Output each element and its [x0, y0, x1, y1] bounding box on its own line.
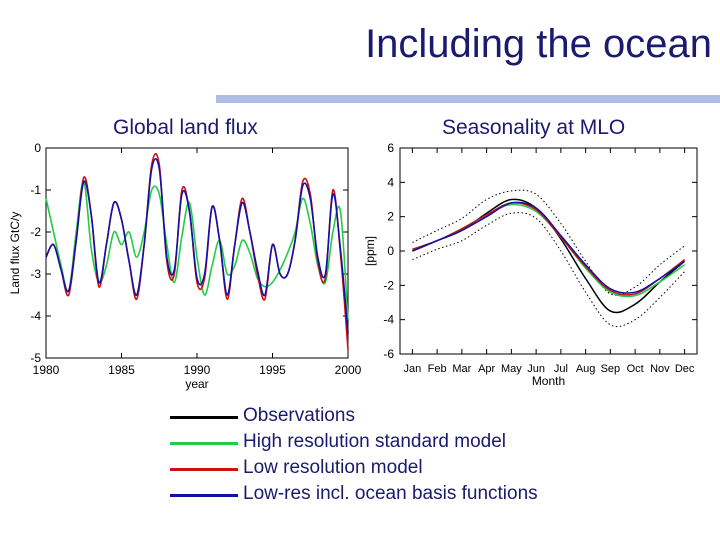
mlo-seasonality-chart: 6 4 2 0 -2 -4 -6 Jan Feb Mar Apr May Jun Jul Aug Sep Oct…	[363, 141, 698, 388]
mlo-y-tick-label: -2	[383, 278, 394, 292]
legend-swatch-low-res	[170, 468, 238, 471]
mlo-x-tick-label: Oct	[627, 363, 644, 375]
slide-title: Including the ocean	[365, 22, 712, 66]
land-x-tick-label: 1990	[184, 363, 211, 377]
land-y-tick-label: -1	[30, 183, 41, 197]
mlo-envelope-upper	[412, 189, 685, 296]
mlo-y-tick-label: 6	[387, 141, 394, 155]
land-series-line	[45, 180, 349, 321]
land-x-tick-label: 1980	[33, 363, 60, 377]
land-x-tick-label: 1995	[259, 363, 286, 377]
land-x-axis-label: year	[185, 377, 208, 391]
land-y-tick-label: -3	[30, 267, 41, 281]
mlo-y-tick-label: 2	[387, 210, 394, 224]
land-series-line	[45, 157, 349, 333]
mlo-y-tick-label: -4	[383, 313, 394, 327]
legend-label: Low resolution model	[243, 457, 423, 478]
mlo-series-line	[412, 198, 686, 314]
mlo-x-tick-label: Aug	[576, 363, 596, 375]
legend-label: Low-res incl. ocean basis functions	[243, 483, 538, 504]
mlo-x-tick-label: Jun	[527, 363, 545, 375]
title-underline	[216, 95, 720, 103]
mlo-x-tick-label: Nov	[650, 363, 670, 375]
mlo-y-tick-label: 4	[387, 175, 394, 189]
mlo-y-axis-label: [ppm]	[363, 236, 377, 266]
legend-swatch-high-res	[170, 442, 238, 445]
land-y-axis-label: Land flux GtC/y	[8, 212, 22, 295]
land-y-tick-label: -2	[30, 225, 41, 239]
mlo-x-tick-label: Jul	[554, 363, 568, 375]
mlo-x-tick-label: Apr	[478, 363, 495, 375]
mlo-y-tick-label: -6	[383, 347, 394, 361]
land-y-tick-label: -4	[30, 309, 41, 323]
mlo-envelope-lower	[412, 212, 685, 328]
legend-label: Observations	[243, 405, 355, 426]
mlo-x-tick-label: Feb	[428, 363, 447, 375]
mlo-chart-title: Seasonality at MLO	[442, 116, 626, 139]
legend-label: High resolution standard model	[243, 431, 506, 452]
land-x-tick-label: 1985	[108, 363, 135, 377]
mlo-x-tick-label: Jan	[404, 363, 422, 375]
land-y-tick-label: 0	[34, 141, 41, 155]
land-y-tick-label: -5	[30, 351, 41, 365]
mlo-series-line	[412, 201, 686, 296]
mlo-x-tick-label: Sep	[601, 363, 621, 375]
legend-swatch-low-res-ocean	[170, 494, 238, 497]
mlo-x-axis-label: Month	[532, 374, 565, 388]
land-x-tick-label: 2000	[335, 363, 362, 377]
mlo-series-line	[412, 201, 686, 294]
mlo-series-line	[412, 203, 686, 298]
legend-swatch-observations	[170, 416, 238, 419]
mlo-x-tick-label: Mar	[452, 363, 471, 375]
mlo-plot-frame	[399, 147, 698, 355]
land-flux-chart-title: Global land flux	[113, 116, 258, 139]
mlo-y-tick-label: 0	[387, 244, 394, 258]
mlo-x-tick-label: May	[501, 363, 522, 375]
mlo-x-tick-label: Dec	[675, 363, 695, 375]
